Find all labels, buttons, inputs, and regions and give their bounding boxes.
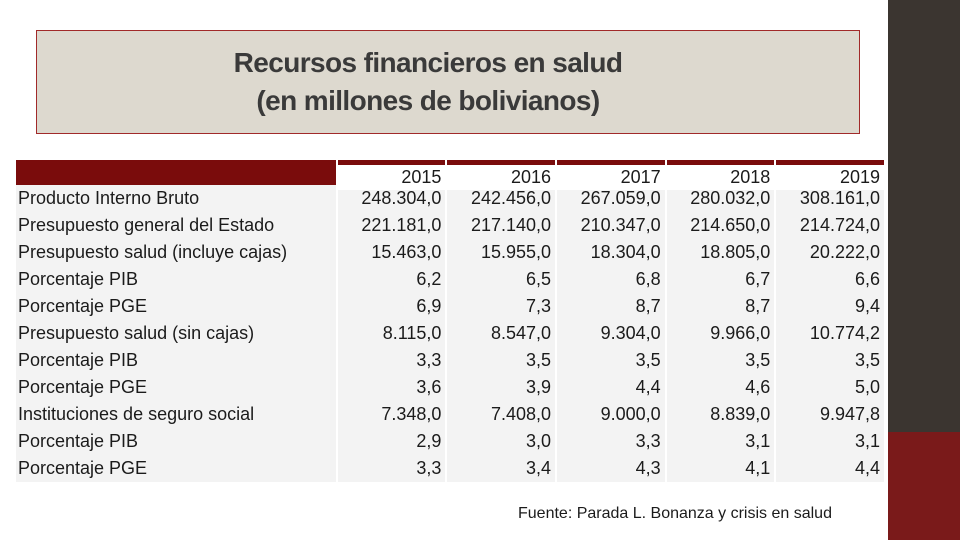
value-cell: 3,5: [447, 347, 556, 374]
value-cell: 4,6: [666, 374, 775, 401]
value-cell: 3,5: [666, 347, 775, 374]
value-cell: 214.650,0: [666, 212, 775, 239]
value-cell: 6,9: [337, 293, 446, 320]
year-header: 2016: [447, 160, 556, 190]
value-cell: 6,5: [447, 266, 556, 293]
value-cell: 217.140,0: [447, 212, 556, 239]
side-decoration-accent: [888, 432, 960, 540]
value-cell: 7,3: [447, 293, 556, 320]
row-label: Porcentaje PGE: [16, 374, 336, 401]
value-cell: 20.222,0: [776, 239, 884, 266]
year-header: 2018: [666, 160, 775, 190]
value-cell: 9.304,0: [557, 320, 665, 347]
value-cell: 210.347,0: [557, 212, 665, 239]
value-cell: 6,6: [776, 266, 884, 293]
value-cell: 9,4: [776, 293, 884, 320]
row-label: Instituciones de seguro social: [16, 401, 336, 428]
value-cell: 8,7: [557, 293, 665, 320]
value-cell: 9.000,0: [557, 401, 665, 428]
value-cell: 5,0: [776, 374, 884, 401]
row-label: Porcentaje PGE: [16, 455, 336, 482]
value-cell: 6,7: [666, 266, 775, 293]
table-body: Producto Interno Bruto 248.304,0 242.456,0…: [16, 185, 884, 482]
value-cell: 3,0: [447, 428, 556, 455]
value-cell: 3,3: [337, 455, 446, 482]
value-cell: 15.955,0: [447, 239, 556, 266]
value-cell: 3,1: [776, 428, 884, 455]
table-row: Porcentaje PIB 3,3 3,5 3,5 3,5 3,5: [16, 347, 884, 374]
year-header: 2017: [557, 160, 665, 190]
slide-title: Recursos financieros en salud (en millon…: [234, 44, 623, 120]
value-cell: 3,6: [337, 374, 446, 401]
value-cell: 3,5: [557, 347, 665, 374]
value-cell: 9.947,8: [776, 401, 884, 428]
row-label: Producto Interno Bruto: [16, 185, 336, 212]
title-box: Recursos financieros en salud (en millon…: [36, 30, 860, 134]
row-label: Presupuesto salud (incluye cajas): [16, 239, 336, 266]
value-cell: 8,7: [666, 293, 775, 320]
value-cell: 221.181,0: [337, 212, 446, 239]
row-label: Presupuesto general del Estado: [16, 212, 336, 239]
table-row: Instituciones de seguro social 7.348,0 7.4…: [16, 401, 884, 428]
value-cell: 3,3: [557, 428, 665, 455]
value-cell: 10.774,2: [776, 320, 884, 347]
table-header-row: 2015 2016 2017 2018 2019: [16, 160, 884, 190]
table-row: Presupuesto salud (sin cajas) 8.115,0 8.54…: [16, 320, 884, 347]
table-header-blank: [16, 160, 336, 185]
value-cell: 9.966,0: [666, 320, 775, 347]
row-label: Porcentaje PIB: [16, 428, 336, 455]
table-row: Porcentaje PIB 6,2 6,5 6,8 6,7 6,6: [16, 266, 884, 293]
table-row: Porcentaje PGE 3,3 3,4 4,3 4,1 4,4: [16, 455, 884, 482]
row-label: Porcentaje PIB: [16, 266, 336, 293]
value-cell: 4,3: [557, 455, 665, 482]
value-cell: 8.115,0: [337, 320, 446, 347]
value-cell: 4,4: [557, 374, 665, 401]
row-label: Porcentaje PIB: [16, 347, 336, 374]
value-cell: 8.839,0: [666, 401, 775, 428]
year-header: 2015: [337, 160, 446, 190]
value-cell: 6,2: [337, 266, 446, 293]
slide-title-line-2: (en millones de bolivianos): [256, 85, 600, 116]
source-note: Fuente: Parada L. Bonanza y crisis en sa…: [518, 505, 832, 522]
year-header: 2019: [776, 160, 884, 190]
value-cell: 3,5: [776, 347, 884, 374]
value-cell: 4,4: [776, 455, 884, 482]
value-cell: 4,1: [666, 455, 775, 482]
table-row: Presupuesto salud (incluye cajas) 15.463,…: [16, 239, 884, 266]
value-cell: 3,9: [447, 374, 556, 401]
value-cell: 3,3: [337, 347, 446, 374]
value-cell: 214.724,0: [776, 212, 884, 239]
row-label: Presupuesto salud (sin cajas): [16, 320, 336, 347]
value-cell: 3,4: [447, 455, 556, 482]
row-label: Porcentaje PGE: [16, 293, 336, 320]
slide-title-line-1: Recursos financieros en salud: [233, 47, 623, 78]
table-row: Porcentaje PGE 6,9 7,3 8,7 8,7 9,4: [16, 293, 884, 320]
value-cell: 8.547,0: [447, 320, 556, 347]
value-cell: 18.805,0: [666, 239, 775, 266]
value-cell: 18.304,0: [557, 239, 665, 266]
finance-table: 2015 2016 2017 2018 2019 Producto Intern…: [14, 160, 886, 482]
table-row: Porcentaje PIB 2,9 3,0 3,3 3,1 3,1: [16, 428, 884, 455]
value-cell: 15.463,0: [337, 239, 446, 266]
value-cell: 2,9: [337, 428, 446, 455]
value-cell: 3,1: [666, 428, 775, 455]
value-cell: 7.348,0: [337, 401, 446, 428]
value-cell: 6,8: [557, 266, 665, 293]
table-row: Presupuesto general del Estado 221.181,0 2…: [16, 212, 884, 239]
table-row: Porcentaje PGE 3,6 3,9 4,4 4,6 5,0: [16, 374, 884, 401]
value-cell: 7.408,0: [447, 401, 556, 428]
